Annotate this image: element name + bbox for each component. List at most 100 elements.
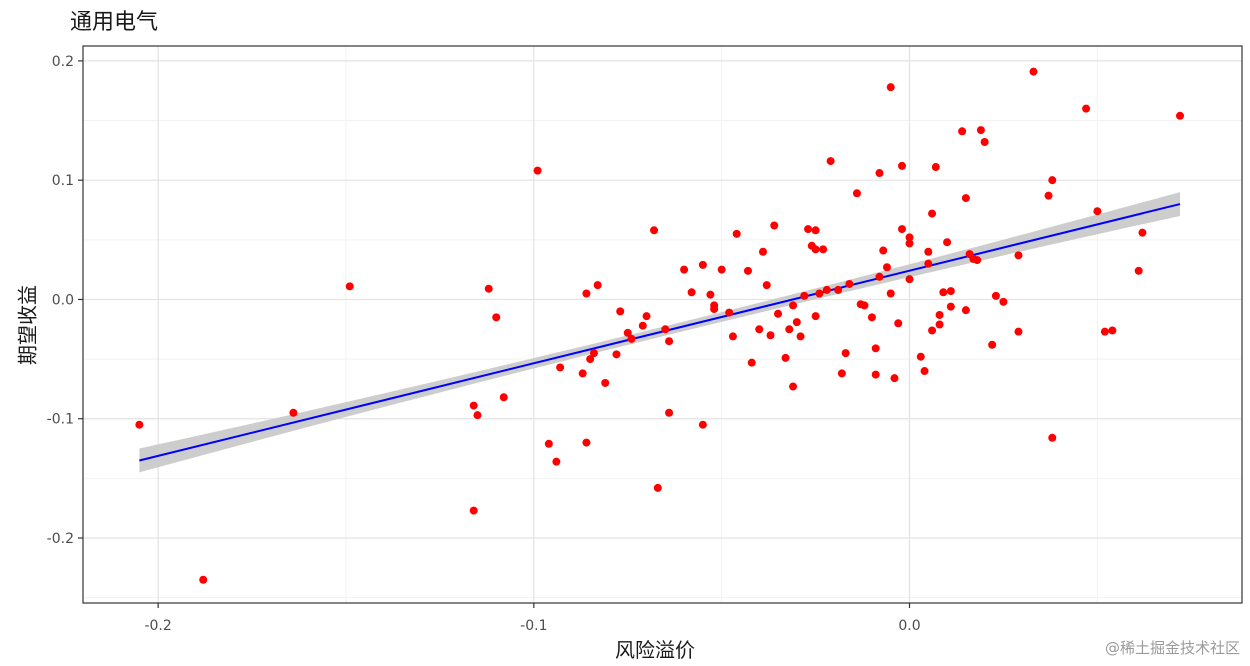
data-point bbox=[593, 281, 602, 290]
data-point bbox=[469, 401, 478, 410]
chart-title: 通用电气 bbox=[70, 10, 159, 35]
data-point bbox=[533, 166, 542, 175]
data-point bbox=[819, 245, 828, 254]
data-point bbox=[289, 408, 298, 417]
data-point bbox=[905, 233, 914, 242]
data-point bbox=[484, 284, 493, 293]
data-point bbox=[894, 319, 903, 328]
data-point bbox=[976, 126, 985, 135]
data-point bbox=[781, 353, 790, 362]
y-tick-label: -0.2 bbox=[47, 531, 74, 547]
data-point bbox=[578, 369, 587, 378]
data-point bbox=[1176, 111, 1185, 120]
data-point bbox=[991, 291, 1000, 300]
data-point bbox=[924, 247, 933, 256]
data-point bbox=[612, 350, 621, 359]
data-point bbox=[199, 575, 208, 584]
tick-layer: -0.2 -0.1 0.0 0.2 0.1 0.0 -0.1 -0.2 bbox=[47, 54, 921, 634]
data-point bbox=[650, 226, 659, 235]
data-point bbox=[946, 302, 955, 311]
data-point bbox=[1138, 228, 1147, 237]
panel-border bbox=[82, 45, 1243, 604]
data-point bbox=[755, 325, 764, 334]
data-point bbox=[732, 229, 741, 238]
y-tick-label: -0.1 bbox=[47, 412, 74, 428]
data-point bbox=[653, 483, 662, 492]
data-point bbox=[815, 289, 824, 298]
data-point bbox=[135, 420, 144, 429]
data-point bbox=[837, 369, 846, 378]
data-point bbox=[920, 367, 929, 376]
data-point bbox=[886, 83, 895, 92]
data-point bbox=[774, 309, 783, 318]
data-point bbox=[1044, 191, 1053, 200]
data-point bbox=[811, 312, 820, 321]
data-point bbox=[586, 355, 595, 364]
data-point bbox=[924, 259, 933, 268]
data-point bbox=[1108, 326, 1117, 335]
data-point bbox=[958, 127, 967, 136]
x-tick-label: -0.2 bbox=[144, 618, 171, 634]
data-point bbox=[973, 256, 982, 265]
data-point bbox=[905, 275, 914, 284]
watermark: @稀土掘金技术社区 bbox=[1104, 639, 1240, 657]
data-point bbox=[623, 328, 632, 337]
data-point bbox=[875, 169, 884, 178]
data-point bbox=[800, 291, 809, 300]
data-point bbox=[710, 301, 719, 310]
data-point bbox=[905, 239, 914, 248]
data-point bbox=[928, 326, 937, 335]
data-point bbox=[792, 318, 801, 327]
data-point bbox=[826, 157, 835, 166]
data-point bbox=[939, 288, 948, 297]
data-point bbox=[345, 282, 354, 291]
data-point bbox=[961, 194, 970, 203]
grid bbox=[83, 46, 1242, 603]
data-point bbox=[552, 457, 561, 466]
y-tick-label: 0.2 bbox=[52, 54, 74, 70]
data-point bbox=[875, 272, 884, 281]
data-point bbox=[867, 313, 876, 322]
data-point bbox=[642, 312, 651, 321]
data-point bbox=[492, 313, 501, 322]
data-point bbox=[556, 363, 565, 372]
data-point bbox=[770, 221, 779, 230]
data-point bbox=[879, 246, 888, 255]
data-point bbox=[1029, 67, 1038, 76]
data-point bbox=[698, 260, 707, 269]
data-point bbox=[961, 306, 970, 315]
data-point bbox=[928, 209, 937, 218]
data-point bbox=[931, 163, 940, 172]
data-point bbox=[898, 225, 907, 234]
y-tick-label: 0.1 bbox=[52, 173, 74, 189]
data-point bbox=[852, 189, 861, 198]
regression-line bbox=[139, 203, 1181, 462]
data-point bbox=[789, 382, 798, 391]
data-point bbox=[882, 263, 891, 272]
data-point bbox=[762, 281, 771, 290]
data-point bbox=[469, 506, 478, 515]
data-point bbox=[627, 334, 636, 343]
data-point bbox=[980, 138, 989, 147]
regression-line-layer bbox=[139, 203, 1181, 462]
data-point bbox=[706, 290, 715, 299]
data-point bbox=[743, 266, 752, 275]
data-point bbox=[890, 374, 899, 383]
data-point bbox=[822, 285, 831, 294]
data-point bbox=[665, 408, 674, 417]
data-point bbox=[796, 332, 805, 341]
data-point bbox=[1014, 251, 1023, 260]
x-tick-label: -0.1 bbox=[520, 618, 547, 634]
data-point bbox=[886, 289, 895, 298]
data-point bbox=[834, 285, 843, 294]
data-point bbox=[1134, 266, 1143, 275]
data-point bbox=[935, 320, 944, 329]
data-point bbox=[758, 247, 767, 256]
data-point bbox=[499, 393, 508, 402]
data-point bbox=[898, 161, 907, 170]
data-point bbox=[841, 349, 850, 358]
data-point bbox=[725, 308, 734, 317]
data-point bbox=[1048, 176, 1057, 185]
data-point bbox=[988, 340, 997, 349]
